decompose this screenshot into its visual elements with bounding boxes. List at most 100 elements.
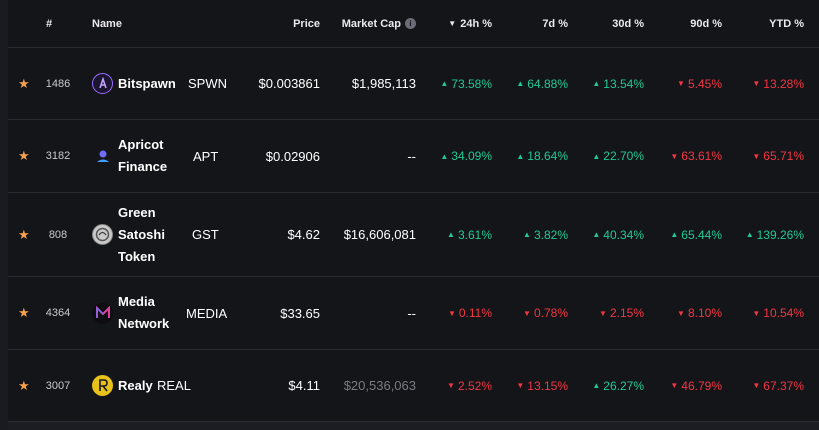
change-ytd-value: 13.28% [763,76,804,91]
change-7d: ▼ 13.15% [498,350,568,421]
header-price[interactable]: Price [293,17,320,30]
star-icon[interactable]: ★ [18,305,30,320]
header-name[interactable]: Name [92,17,122,30]
price: $0.003861 [258,76,320,91]
up-arrow-icon: ▲ [440,79,449,88]
change-7d: ▼ 0.78% [498,277,568,349]
down-arrow-icon: ▼ [516,381,525,390]
change-ytd: ▼ 67.37% [728,350,804,421]
header-market-cap[interactable]: Market Cap i [326,0,416,47]
table-row[interactable]: ★ 4364 Media Network MEDIA $33.65 -- ▼ 0.1… [8,277,819,350]
down-arrow-icon: ▼ [752,151,761,161]
change-ytd-value: 67.37% [763,378,804,393]
coin-name[interactable]: Apricot Finance [118,120,180,192]
change-90d-value: 8.10% [687,306,722,320]
up-arrow-icon: ▲ [745,230,754,239]
header-24h-label: 24h % [460,17,492,30]
coin-name[interactable]: Media Network [118,277,180,349]
coin-symbol: GST [192,227,219,242]
down-arrow-icon: ▼ [677,308,685,318]
table-row[interactable]: ★ 3007 Realy REAL $4.11 $20,536,063 ▼ 2.5… [8,350,819,422]
coin-symbol: REAL [157,378,191,393]
header-7d[interactable]: 7d % [542,17,568,30]
up-arrow-icon: ▲ [516,79,525,88]
change-90d-value: 5.45% [687,76,722,91]
gst-logo-icon [92,224,113,245]
header-rank[interactable]: # [46,17,53,30]
header-90d[interactable]: 90d % [690,17,722,30]
crypto-table: # Name Price Market Cap i ▼ 24h % 7d % 3… [8,0,819,430]
up-arrow-icon: ▲ [447,230,455,239]
header-market-cap-label: Market Cap [341,17,401,30]
down-arrow-icon: ▼ [670,151,679,161]
change-7d-value: 18.64% [527,149,568,163]
coin-name-line: Network [118,316,170,331]
change-90d-value: 65.44% [681,227,722,242]
star-icon[interactable]: ★ [18,226,30,242]
info-icon[interactable]: i [405,18,416,29]
star-icon[interactable]: ★ [18,377,30,393]
up-arrow-icon: ▲ [592,381,601,390]
market-cap: -- [407,305,416,321]
down-arrow-icon: ▼ [752,79,761,88]
change-30d-value: 26.27% [603,378,644,393]
star-icon[interactable]: ★ [18,75,30,91]
header-30d[interactable]: 30d % [612,17,644,30]
sort-desc-icon: ▼ [448,19,457,28]
change-90d: ▼ 63.61% [650,120,722,192]
rank: 3182 [45,150,71,162]
change-30d: ▲ 13.54% [574,48,644,119]
up-arrow-icon: ▲ [440,151,449,161]
apricot-logo-icon [92,145,113,167]
coin-symbol: APT [193,148,219,164]
coin-logo [92,277,114,349]
change-90d-value: 46.79% [681,378,722,393]
change-7d-value: 3.82% [533,227,568,242]
coin-logo [92,48,114,119]
change-7d: ▲ 18.64% [498,120,568,192]
change-30d-value: 22.70% [603,149,644,163]
table-row[interactable]: ★ 1486 Bitspawn SPWN $0.003861 $1,985,11… [8,48,819,120]
change-ytd-value: 10.54% [763,306,804,320]
down-arrow-icon: ▼ [599,308,607,318]
change-ytd-value: 139.26% [756,227,804,242]
change-30d: ▲ 22.70% [574,120,644,192]
change-90d: ▼ 8.10% [650,277,722,349]
rank: 4364 [45,307,71,319]
change-30d-value: 40.34% [603,227,644,242]
change-7d-value: 64.88% [527,76,568,91]
down-arrow-icon: ▼ [447,308,456,318]
header-ytd[interactable]: YTD % [769,17,804,30]
price: $33.65 [280,305,320,321]
change-ytd: ▼ 10.54% [728,277,804,349]
star-icon[interactable]: ★ [18,148,30,163]
table-row[interactable]: ★ 3182 Apricot Finance APT $0.02906 -- ▲ 3… [8,120,819,193]
coin-name-line: Finance [118,159,168,174]
up-arrow-icon: ▲ [670,230,679,239]
up-arrow-icon: ▲ [592,151,601,161]
coin-logo [92,350,114,421]
header-24h[interactable]: ▼ 24h % [428,0,492,47]
table-row[interactable]: ★ 808 Green Satoshi Token GST $4.62 $16,60… [8,193,819,277]
table-header: # Name Price Market Cap i ▼ 24h % 7d % 3… [8,0,819,48]
change-7d-value: 13.15% [527,378,568,393]
price: $0.02906 [265,148,320,164]
change-24h: ▲ 34.09% [428,120,492,192]
up-arrow-icon: ▲ [523,230,531,239]
down-arrow-icon: ▼ [447,381,455,390]
coin-name-line: Green [118,204,156,220]
coin-name-line: Apricot [118,137,164,152]
change-30d: ▲ 26.27% [574,350,644,421]
rank: 808 [48,228,68,241]
market-cap: -- [407,148,416,164]
coin-name[interactable]: Realy [118,377,153,393]
change-90d: ▼ 46.79% [650,350,722,421]
coin-name-line: Token [118,248,156,264]
market-cap: $16,606,081 [343,227,416,242]
up-arrow-icon: ▲ [516,151,525,161]
price: $4.11 [288,378,320,393]
coin-name[interactable]: Bitspawn [118,75,176,91]
price: $4.62 [287,227,320,242]
coin-name[interactable]: Green Satoshi Token [118,193,180,276]
change-24h-value: 73.58% [451,76,492,91]
